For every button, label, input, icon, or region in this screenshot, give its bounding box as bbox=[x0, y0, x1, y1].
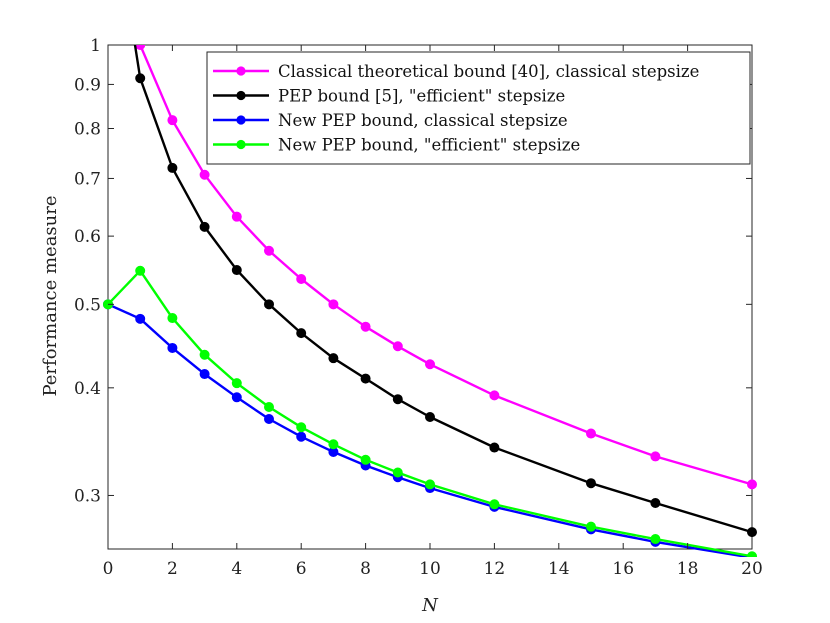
y-axis-label: Performance measure bbox=[40, 195, 61, 396]
y-tick-label: 0.6 bbox=[74, 227, 101, 247]
x-tick-label: 10 bbox=[419, 559, 441, 579]
series-2-point bbox=[586, 478, 597, 489]
series-4-point bbox=[650, 534, 661, 545]
series-3-point bbox=[167, 342, 178, 353]
legend-label-2: PEP bound [5], "efficient" stepsize bbox=[278, 87, 565, 106]
series-1-point bbox=[650, 451, 661, 462]
axis-ticks: 0 2 4 6 8 10 12 14 16 18 20 0.3 0.4 0.5 0.6 0.7 0.8 0.9 1 bbox=[74, 36, 763, 579]
legend-marker-2 bbox=[236, 90, 246, 101]
legend: Classical theoretical bound [40], classi… bbox=[206, 51, 751, 165]
y-tick-label: 1 bbox=[90, 36, 101, 56]
series-4-point bbox=[167, 313, 178, 324]
x-tick-label: 20 bbox=[741, 559, 763, 579]
legend-label-4: New PEP bound, "efficient" stepsize bbox=[278, 136, 580, 155]
series-1-point bbox=[231, 211, 242, 222]
legend-label-1: Classical theoretical bound [40], classi… bbox=[278, 62, 699, 81]
series-1-point bbox=[199, 169, 210, 180]
series-3-point bbox=[263, 414, 274, 425]
y-tick-label: 0.7 bbox=[74, 169, 101, 189]
series-4-point bbox=[296, 422, 307, 433]
series-3-point bbox=[135, 313, 146, 324]
series-line-1 bbox=[139, 45, 753, 486]
series-4-point bbox=[360, 454, 371, 465]
series-2-point bbox=[747, 527, 758, 538]
series-4-point bbox=[199, 349, 210, 360]
legend-marker-3 bbox=[236, 115, 246, 125]
series-1-point bbox=[747, 479, 758, 490]
series-4-point bbox=[263, 402, 274, 413]
series-2-point bbox=[167, 162, 178, 173]
series-3-point bbox=[231, 392, 242, 403]
x-tick-label: 0 bbox=[103, 559, 114, 579]
series-2-point bbox=[489, 442, 500, 453]
series-2-point bbox=[263, 299, 274, 310]
x-tick-label: 2 bbox=[167, 559, 178, 579]
series-2-point bbox=[328, 353, 339, 364]
y-tick-label: 0.8 bbox=[74, 119, 101, 139]
series-1-point bbox=[135, 45, 146, 50]
series-4-point bbox=[747, 551, 757, 557]
series-2-point bbox=[199, 221, 210, 232]
series-1-point bbox=[328, 299, 339, 310]
x-tick-label: 6 bbox=[296, 559, 307, 579]
series-4-point bbox=[489, 499, 500, 510]
series-2-point bbox=[392, 394, 403, 405]
series-1-point bbox=[360, 321, 371, 332]
x-tick-label: 14 bbox=[548, 559, 570, 579]
series-4-point bbox=[135, 265, 146, 276]
y-tick-label: 0.4 bbox=[74, 379, 101, 399]
series-4-point bbox=[231, 378, 242, 389]
y-tick-label: 0.9 bbox=[74, 75, 101, 95]
series-3-point bbox=[199, 369, 210, 380]
series-1-point bbox=[489, 390, 500, 401]
legend-marker-4 bbox=[236, 139, 246, 150]
series-1-point bbox=[167, 115, 178, 126]
y-tick-label: 0.5 bbox=[74, 295, 101, 315]
series-2-point bbox=[135, 73, 146, 84]
x-tick-label: 16 bbox=[612, 559, 634, 579]
x-tick-label: 8 bbox=[360, 559, 371, 579]
legend-marker-1 bbox=[236, 66, 246, 76]
x-tick-label: 12 bbox=[484, 559, 506, 579]
x-axis-label: N bbox=[421, 595, 439, 616]
x-tick-label: 4 bbox=[231, 559, 242, 579]
series-1-point bbox=[392, 341, 403, 352]
series-1-point bbox=[296, 274, 307, 285]
legend-label-3: New PEP bound, classical stepsize bbox=[278, 111, 568, 130]
series-2-point bbox=[296, 328, 307, 339]
series-3-point bbox=[296, 431, 307, 442]
series-1-point bbox=[424, 359, 435, 370]
series-4-point bbox=[424, 479, 435, 490]
series-2-point bbox=[650, 498, 661, 509]
axis-labels: N Performance measure bbox=[40, 195, 439, 616]
series-1-point bbox=[263, 245, 274, 256]
series-1-point bbox=[586, 428, 597, 439]
series-2-point bbox=[360, 373, 371, 384]
series-4-point bbox=[586, 521, 597, 532]
series-2-point bbox=[424, 411, 435, 422]
x-tick-label: 18 bbox=[677, 559, 699, 579]
legend-box bbox=[206, 51, 751, 165]
series-2-point bbox=[231, 265, 242, 276]
y-tick-label: 0.3 bbox=[74, 486, 101, 506]
series-4-point bbox=[328, 439, 339, 450]
series-group bbox=[103, 45, 758, 557]
series-4-point bbox=[392, 467, 403, 478]
